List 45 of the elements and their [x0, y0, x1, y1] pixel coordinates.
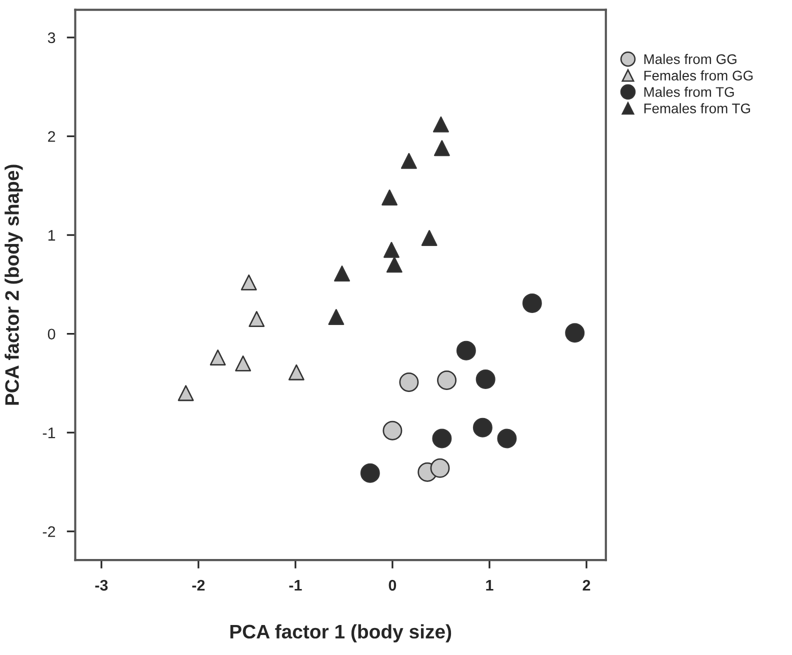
- point: [565, 323, 585, 343]
- legend-label: Females from GG: [644, 70, 753, 81]
- point: [382, 190, 398, 206]
- point: [434, 140, 450, 156]
- x-axis-title: PCA factor 1 (body size): [230, 624, 452, 642]
- point: [476, 370, 496, 390]
- y-tick-label: 3: [48, 32, 56, 44]
- x-tick-label: 1: [486, 580, 494, 591]
- y-axis-title: PCA factor 2 (body shape): [4, 164, 23, 405]
- x-tick-label: 2: [582, 580, 590, 591]
- legend-label: Females from TG: [644, 103, 750, 114]
- point: [497, 428, 517, 448]
- point: [421, 230, 438, 246]
- point: [432, 428, 452, 448]
- point: [522, 293, 542, 313]
- y-tick-label: 0: [48, 328, 56, 340]
- point: [472, 418, 492, 438]
- x-tick-label: 0: [388, 580, 396, 591]
- point: [384, 242, 400, 258]
- point: [399, 372, 419, 392]
- point: [235, 355, 252, 372]
- point: [328, 309, 344, 326]
- point: [360, 463, 380, 483]
- y-tick-label: -1: [42, 428, 56, 438]
- x-tick-label: -1: [289, 580, 302, 591]
- x-tick-label: -3: [95, 580, 108, 591]
- x-tick-label: -2: [192, 580, 205, 591]
- y-tick-label: -2: [42, 526, 56, 537]
- legend-label: Males from TG: [644, 86, 734, 97]
- point: [382, 420, 402, 440]
- point: [248, 311, 265, 327]
- point: [432, 116, 449, 132]
- point: [240, 274, 257, 290]
- point: [437, 370, 457, 390]
- y-tick-label: 2: [48, 131, 56, 142]
- point: [400, 152, 417, 169]
- point: [210, 350, 226, 366]
- point: [288, 364, 304, 380]
- point: [430, 458, 450, 478]
- point: [334, 266, 350, 282]
- point: [178, 385, 194, 402]
- point: [386, 256, 402, 273]
- y-tick-label: 1: [48, 230, 56, 241]
- point: [456, 340, 476, 360]
- legend-label: Males from GG: [644, 54, 736, 64]
